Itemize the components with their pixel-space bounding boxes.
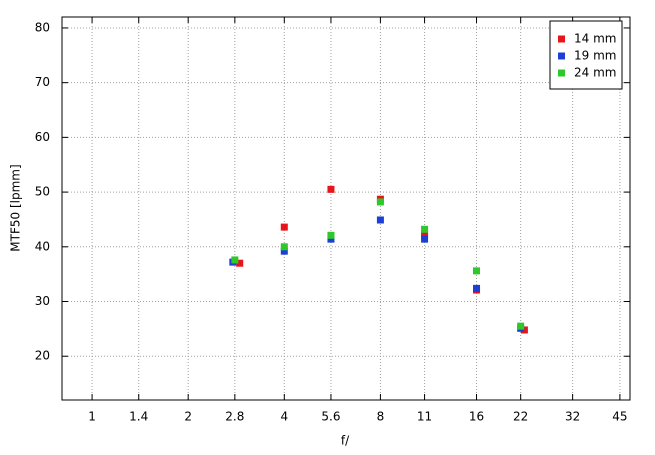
x-tick-label: 1.4 (129, 410, 148, 424)
legend-label: 24 mm (574, 66, 616, 80)
point (236, 259, 244, 267)
x-tick-label: 1 (88, 410, 96, 424)
point (421, 225, 429, 233)
x-tick-label: 32 (565, 410, 580, 424)
x-tick-label: 8 (377, 410, 385, 424)
point (231, 256, 239, 264)
x-axis-label: f/ (341, 434, 350, 448)
y-tick-label: 20 (35, 349, 50, 363)
point (376, 198, 384, 206)
point (421, 235, 429, 243)
y-tick-label: 80 (35, 20, 50, 34)
point (280, 247, 288, 255)
y-axis-label: MTF50 [lpmm] (9, 164, 23, 251)
point (473, 284, 481, 292)
legend-marker (558, 35, 565, 43)
x-tick-label: 5.6 (321, 410, 340, 424)
x-tick-label: 16 (469, 410, 484, 424)
point (473, 267, 481, 275)
point (327, 231, 335, 239)
point (517, 322, 525, 330)
legend-label: 19 mm (574, 49, 616, 63)
legend-marker (558, 69, 565, 77)
point (520, 326, 528, 334)
point (421, 230, 429, 238)
x-tick-label: 45 (612, 410, 627, 424)
x-tick-label: 22 (513, 410, 528, 424)
legend-marker (558, 52, 565, 60)
plot-frame (61, 16, 631, 401)
x-tick-label: 4 (280, 410, 288, 424)
x-tick-label: 11 (417, 410, 432, 424)
point (280, 243, 288, 251)
point (280, 223, 288, 231)
point (327, 185, 335, 193)
legend-label: 14 mm (574, 32, 616, 46)
y-tick-label: 40 (35, 239, 50, 253)
y-tick-label: 60 (35, 130, 50, 144)
y-tick-label: 30 (35, 294, 50, 308)
y-tick-label: 70 (35, 75, 50, 89)
point (376, 216, 384, 224)
x-tick-label: 2.8 (225, 410, 244, 424)
x-tick-label: 2 (184, 410, 192, 424)
point (327, 235, 335, 243)
y-tick-label: 50 (35, 185, 50, 199)
